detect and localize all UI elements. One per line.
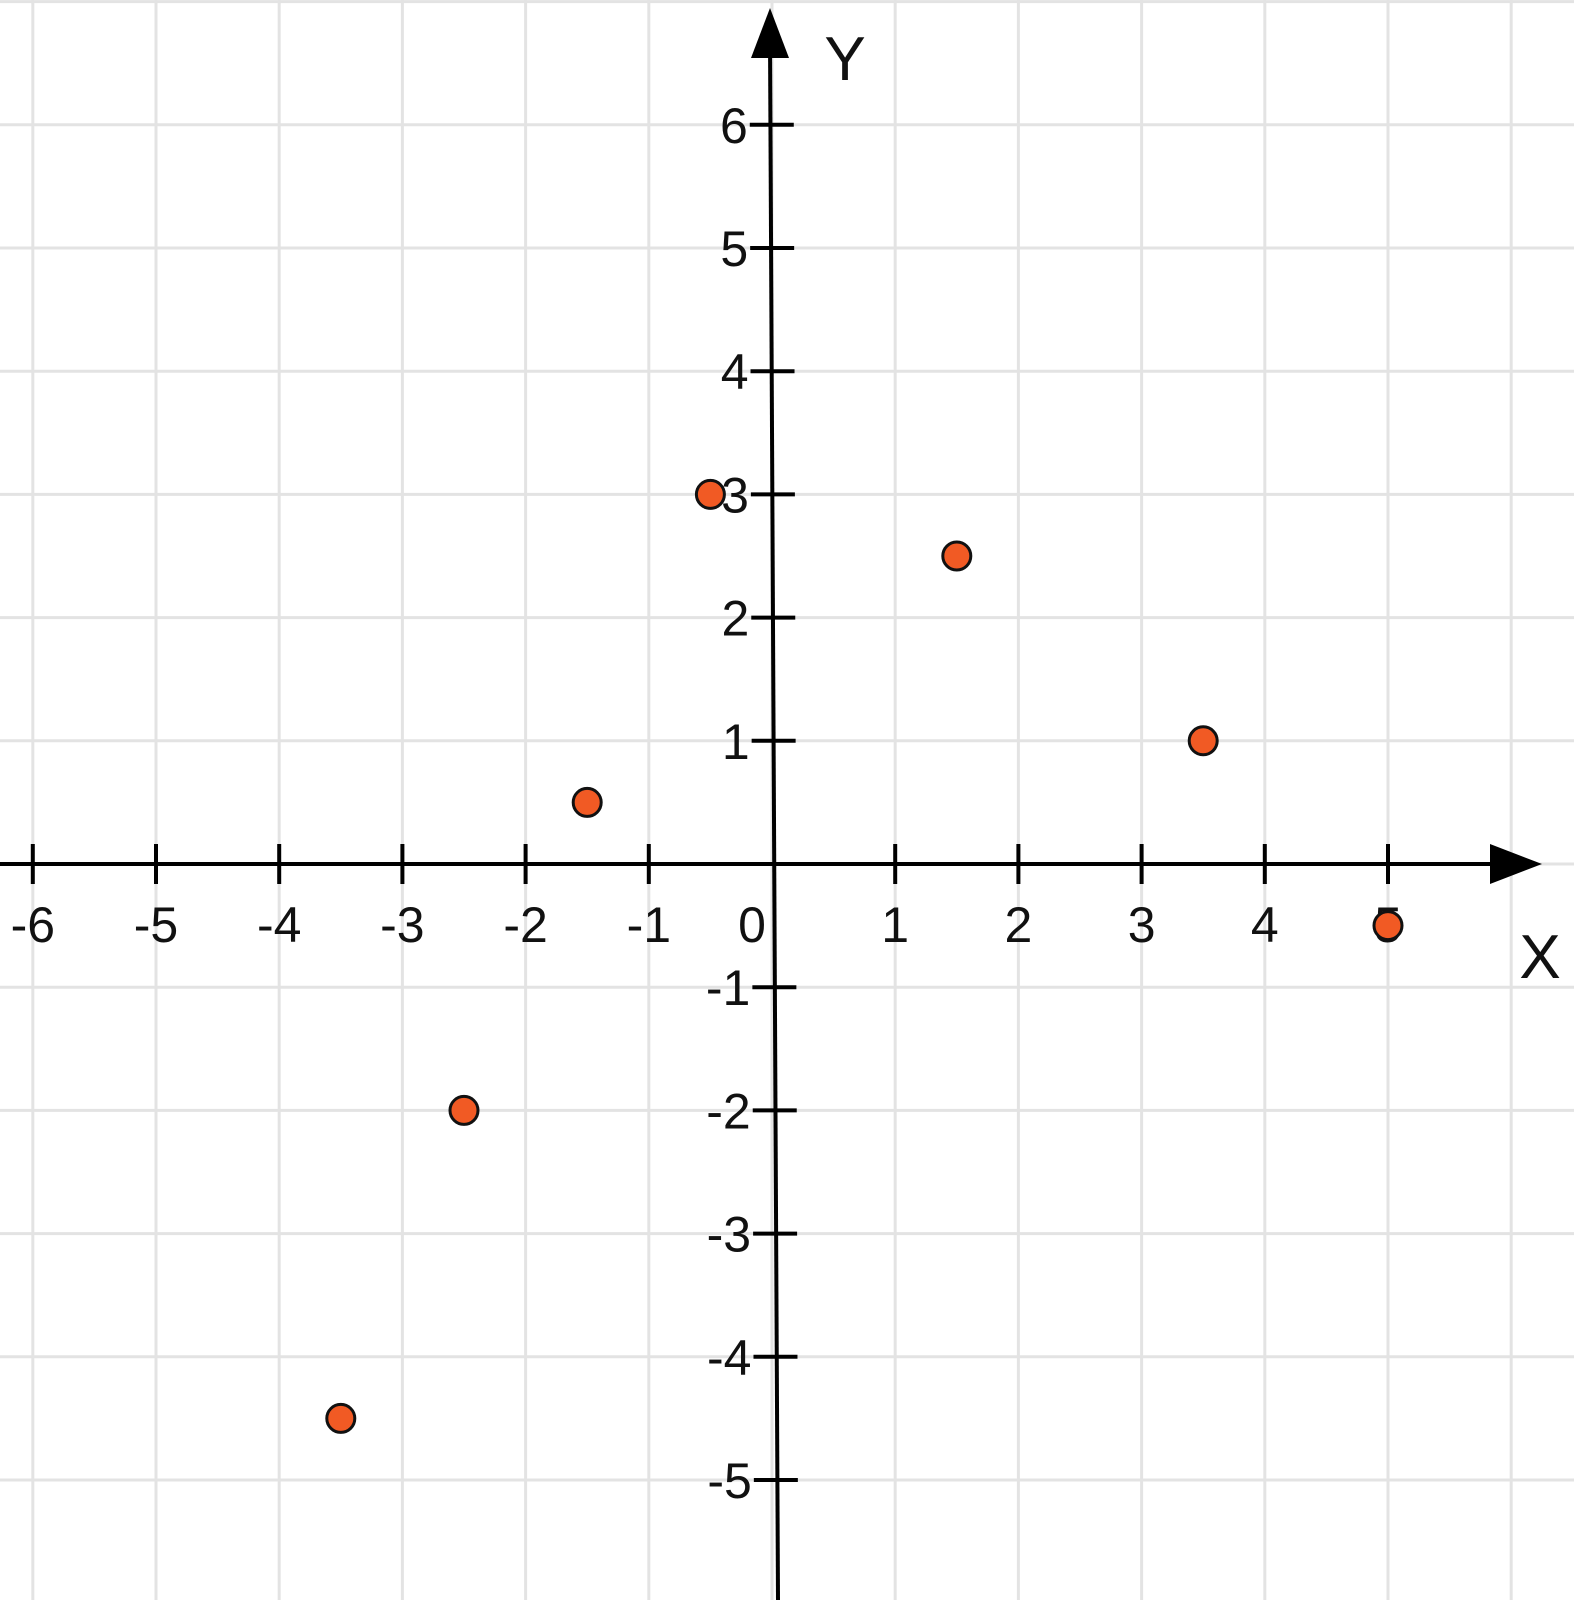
x-tick-label: 3: [1128, 897, 1156, 953]
y-tick-label: -5: [707, 1453, 751, 1509]
y-tick-label: 6: [720, 98, 748, 154]
y-tick-label: 1: [722, 714, 750, 770]
data-point: [694, 478, 726, 510]
y-tick-label: -2: [706, 1083, 750, 1139]
x-tick-label: -3: [380, 897, 424, 953]
y-tick-label: -3: [707, 1207, 751, 1263]
y-axis-label: Y: [824, 25, 865, 94]
y-tick-label: 4: [721, 344, 749, 400]
x-tick-label: -5: [134, 897, 178, 953]
y-tick-label: 5: [720, 221, 748, 277]
data-point: [941, 540, 973, 572]
data-point: [1187, 725, 1219, 757]
data-point: [325, 1402, 357, 1434]
x-axis-label: X: [1519, 923, 1560, 992]
y-axis: [768, 39, 780, 1600]
x-tick-label: 1: [881, 897, 909, 953]
data-point: [571, 786, 603, 818]
y-tick-label: 2: [721, 591, 749, 647]
y-tick-label: -1: [706, 960, 750, 1016]
x-tick-label: 4: [1251, 897, 1279, 953]
x-tick-label: -6: [11, 897, 55, 953]
x-tick-label: -4: [257, 897, 301, 953]
data-point: [1372, 910, 1404, 942]
y-tick-label: -4: [707, 1330, 751, 1386]
origin-label: 0: [738, 897, 766, 953]
y-axis-arrow: [751, 8, 789, 58]
data-point: [448, 1094, 480, 1126]
x-axis-arrow: [1490, 844, 1542, 884]
x-tick-label: -2: [503, 897, 547, 953]
x-tick-label: -1: [627, 897, 671, 953]
axes: [0, 8, 1542, 1600]
x-tick-label: 2: [1004, 897, 1032, 953]
points: [325, 478, 1404, 1434]
